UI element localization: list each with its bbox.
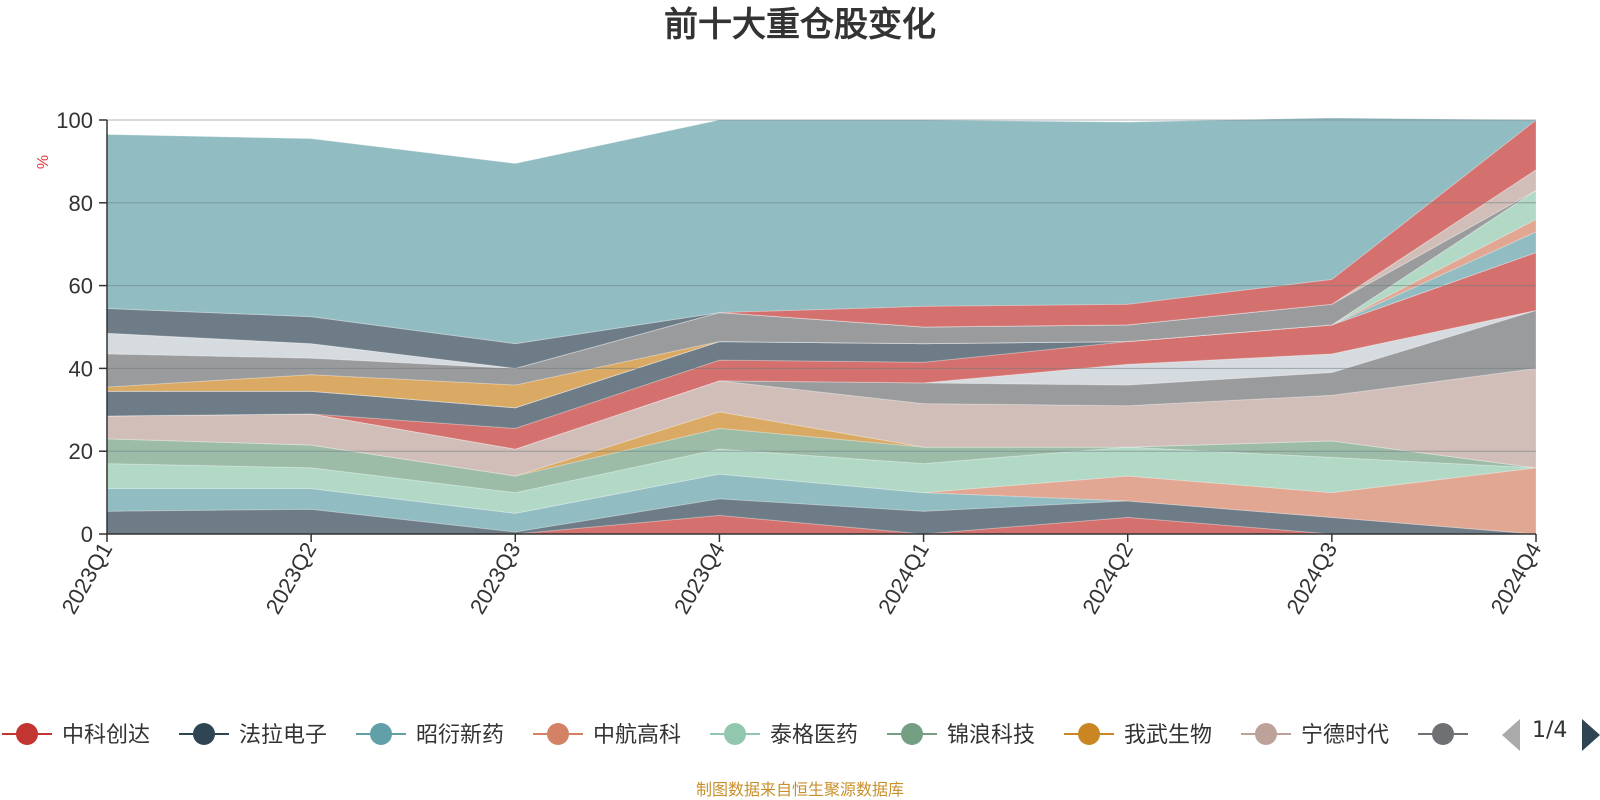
x-tick-label: 2024Q4 (1486, 538, 1547, 618)
legend-marker (16, 723, 38, 745)
y-tick-label: 100 (56, 108, 93, 133)
legend-marker (370, 723, 392, 745)
legend-item-1[interactable]: 中科创达 (2, 723, 150, 748)
area-series-6 (106, 427, 1537, 494)
area-series-17 (106, 189, 1537, 388)
legend-item-5[interactable]: 泰格医药 (710, 723, 858, 748)
footer-note: 制图数据来自恒生聚源数据库 (695, 780, 904, 799)
y-tick-label: 20 (69, 439, 93, 464)
x-tick-label: 2023Q4 (669, 538, 730, 618)
legend-item-4[interactable]: 中航高科 (533, 723, 681, 748)
grid-layer (107, 119, 1536, 452)
legend-prev-page-icon[interactable] (1502, 719, 1520, 751)
area-series-8 (106, 367, 1537, 477)
y-tick-label: 80 (69, 191, 93, 216)
legend-label: 昭衍新药 (416, 723, 504, 748)
legend-label: 中科创达 (62, 723, 150, 748)
y-tick-label: 0 (81, 522, 93, 547)
area-series-9 (106, 309, 1537, 450)
x-tick-label: 2024Q3 (1281, 538, 1342, 618)
area-series-22 (106, 117, 1538, 345)
legend-label: 宁德时代 (1301, 723, 1389, 748)
legend-marker (193, 723, 215, 745)
legend-label: 法拉电子 (239, 723, 327, 748)
y-tick-label: 40 (69, 356, 93, 381)
legend-marker (1255, 723, 1277, 745)
legend-label: 锦浪科技 (947, 723, 1035, 748)
area-series-19 (106, 168, 1537, 369)
area-layer (106, 117, 1538, 535)
x-tick-label: 2024Q1 (873, 538, 934, 618)
legend-item-3[interactable]: 昭衍新药 (356, 723, 504, 748)
legend-marker (724, 723, 746, 745)
legend-marker (901, 723, 923, 745)
legend-marker (1432, 723, 1454, 745)
chart-title: 前十大重仓股变化 (664, 5, 936, 45)
legend-item-6[interactable]: 锦浪科技 (887, 723, 1035, 748)
x-tick-label: 2023Q1 (57, 538, 118, 618)
y-tick-label: 60 (69, 274, 93, 299)
legend-label: 泰格医药 (770, 723, 858, 748)
legend-item-9[interactable] (1418, 723, 1468, 745)
legend-item-2[interactable]: 法拉电子 (179, 723, 327, 748)
legend-clip-mask (1482, 712, 1600, 758)
legend-label: 中航高科 (593, 723, 681, 748)
legend-item-8[interactable]: 宁德时代 (1241, 723, 1389, 748)
legend-page-indicator: 1/4 (1532, 718, 1568, 743)
legend: 中科创达 法拉电子 昭衍新药 中航高科 泰格医药 锦浪科技 我武生物 宁德时代 (2, 712, 1600, 758)
legend-marker (547, 723, 569, 745)
legend-next-page-icon[interactable] (1582, 719, 1600, 751)
legend-marker (1078, 723, 1100, 745)
x-tick-label: 2024Q2 (1077, 538, 1138, 618)
legend-item-7[interactable]: 我武生物 (1064, 723, 1212, 748)
y-axis-label: % (35, 155, 52, 169)
x-tick-label: 2023Q2 (261, 538, 322, 618)
legend-label: 我武生物 (1124, 723, 1212, 748)
x-tick-label: 2023Q3 (465, 538, 526, 618)
